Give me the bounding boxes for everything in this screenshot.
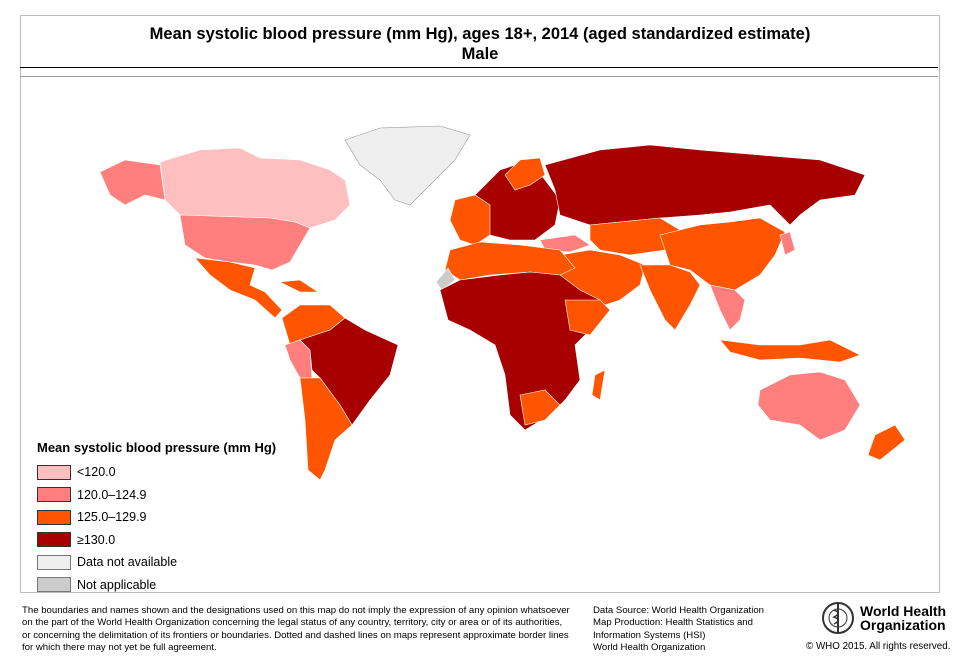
subtitle-text: Male bbox=[461, 45, 499, 63]
copyright: © WHO 2015. All rights reserved. bbox=[806, 641, 951, 652]
logo-line: Organization bbox=[860, 617, 946, 633]
region-china bbox=[659, 217, 786, 291]
data-source: Data Source: World Health Organization M… bbox=[593, 605, 764, 654]
region-southern-africa bbox=[519, 389, 561, 426]
region-east-africa bbox=[564, 299, 611, 336]
legend-swatch bbox=[37, 464, 71, 480]
title-rule bbox=[20, 67, 938, 68]
legend-label: 120.0–124.9 bbox=[77, 487, 147, 502]
source-line: Map Production: Health Statistics and bbox=[593, 617, 753, 629]
region-india bbox=[639, 264, 701, 331]
who-logo-text: World Health Organization bbox=[860, 604, 946, 632]
legend-item: <120.0 bbox=[37, 461, 276, 484]
disclaimer-line: or concerning the delimitation of its fr… bbox=[22, 629, 569, 641]
disclaimer-line: for which there may not yet be full agre… bbox=[22, 641, 217, 653]
legend-label: ≥130.0 bbox=[77, 532, 116, 547]
region-alaska bbox=[99, 159, 166, 206]
legend-label: Not applicable bbox=[77, 577, 157, 592]
legend-item: 125.0–129.9 bbox=[37, 506, 276, 529]
disclaimer-line: on the part of the World Health Organiza… bbox=[22, 617, 563, 629]
region-scandinavia bbox=[504, 157, 546, 191]
source-line: World Health Organization bbox=[593, 641, 706, 653]
region-usa bbox=[179, 214, 311, 271]
legend-label: <120.0 bbox=[77, 465, 116, 480]
title-text: Mean systolic blood pressure (mm Hg), ag… bbox=[149, 25, 811, 43]
legend-item: Not applicable bbox=[37, 574, 276, 597]
region-brazil bbox=[299, 317, 399, 426]
region-western-europe bbox=[449, 194, 491, 246]
legend-item: ≥130.0 bbox=[37, 529, 276, 552]
region-australia bbox=[757, 371, 861, 441]
region-caribbean bbox=[278, 279, 319, 293]
map-frame bbox=[20, 15, 940, 593]
region-western-sahara bbox=[435, 267, 456, 291]
region-southern-cone bbox=[299, 377, 353, 481]
region-indonesia bbox=[719, 339, 861, 363]
legend-item: Data not available bbox=[37, 551, 276, 574]
legend-swatch bbox=[37, 532, 71, 548]
legend-title: Mean systolic blood pressure (mm Hg) bbox=[37, 440, 277, 455]
legend-label: Data not available bbox=[77, 555, 178, 570]
region-mexico-central-america bbox=[194, 257, 283, 319]
legend-swatch bbox=[37, 577, 71, 593]
who-emblem-icon bbox=[822, 602, 854, 634]
logo-line: World Health bbox=[860, 603, 947, 619]
region-greenland bbox=[344, 125, 471, 206]
legend-label: 125.0–129.9 bbox=[77, 510, 147, 525]
legend-item: 120.0–124.9 bbox=[37, 484, 276, 507]
region-southeast-asia bbox=[709, 284, 746, 331]
legend-swatch bbox=[37, 554, 71, 570]
region-new-zealand bbox=[867, 424, 906, 461]
source-line: Information Systems (HSI) bbox=[593, 629, 706, 641]
legend: Mean systolic blood pressure (mm Hg) <12… bbox=[37, 440, 276, 596]
legend-swatch bbox=[37, 509, 71, 525]
disclaimer: The boundaries and names shown and the d… bbox=[22, 605, 570, 654]
region-russia bbox=[544, 144, 866, 226]
source-line: Data Source: World Health Organization bbox=[593, 605, 764, 616]
title-rule-2 bbox=[20, 76, 938, 77]
region-korea-japan bbox=[779, 231, 796, 256]
who-logo: World Health Organization bbox=[820, 600, 946, 636]
map-title: Mean systolic blood pressure (mm Hg), ag… bbox=[20, 24, 940, 64]
legend-swatch bbox=[37, 487, 71, 503]
region-madagascar bbox=[591, 369, 606, 401]
disclaimer-line: The boundaries and names shown and the d… bbox=[22, 605, 570, 616]
region-sub-saharan-africa bbox=[439, 271, 601, 431]
